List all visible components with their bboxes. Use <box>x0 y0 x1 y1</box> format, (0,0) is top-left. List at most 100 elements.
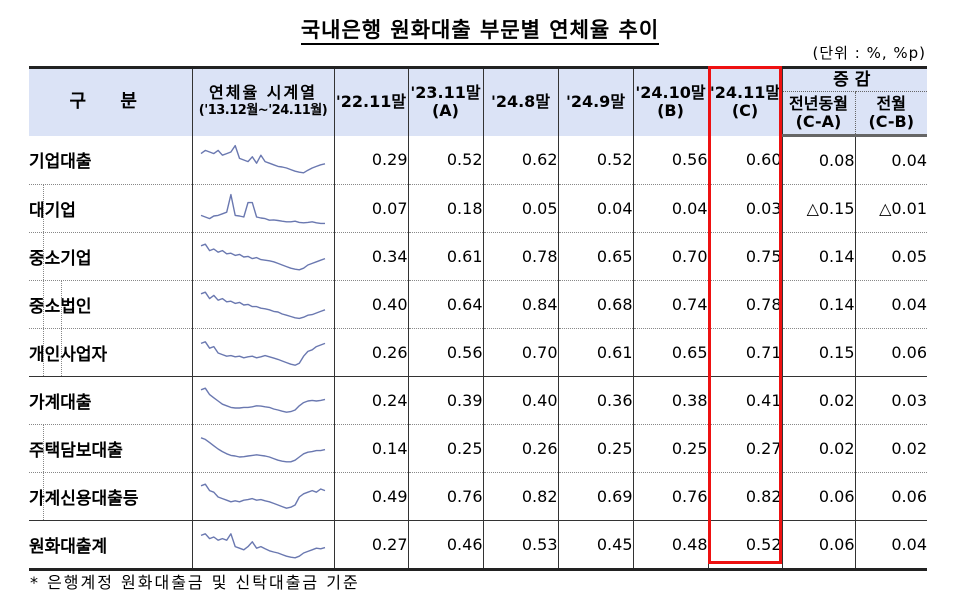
table-row: 가계신용대출등 0.49 0.76 0.82 0.69 0.76 0.82 0.06 0.06 <box>29 472 927 521</box>
header-change-group: 증감 <box>781 66 927 92</box>
header-sparkline-main: 연체율 시계열 <box>209 83 317 103</box>
value-cell: 0.75 <box>707 232 782 281</box>
header-col-3: '24.9말 <box>557 66 633 136</box>
unit-note: (단위 : %, %p) <box>812 44 926 62</box>
value-cell: 0.39 <box>407 376 483 425</box>
value-cell: 0.78 <box>482 232 558 281</box>
row-label-text: 중소법인 <box>29 297 92 317</box>
value-cell: 0.71 <box>707 328 782 377</box>
value-cell: 0.18 <box>407 184 483 233</box>
indent-guide <box>43 329 44 376</box>
header-col-1: '23.11말 (A) <box>407 66 483 136</box>
sparkline-cell <box>191 280 334 329</box>
yoy-change-cell: 0.06 <box>781 520 855 571</box>
value-cell: 0.52 <box>407 135 483 185</box>
row-label-text: 개인사업자 <box>29 345 108 365</box>
header-col-3-l1: '24.9말 <box>565 92 626 112</box>
mom-change-cell: 0.03 <box>854 376 927 425</box>
sparkline-cell <box>191 328 334 377</box>
value-cell: 0.27 <box>333 520 408 571</box>
value-cell: 0.84 <box>482 280 558 329</box>
value-cell: 0.41 <box>707 376 782 425</box>
sparkline-chart <box>200 144 326 174</box>
value-cell: 0.76 <box>632 472 708 521</box>
page-title: 국내은행 원화대출 부문별 연체율 추이 <box>0 14 960 45</box>
mom-change-cell: 0.02 <box>854 424 927 473</box>
value-cell: 0.38 <box>632 376 708 425</box>
value-cell: 0.52 <box>707 520 782 571</box>
value-cell: 0.07 <box>333 184 408 233</box>
value-cell: 0.74 <box>632 280 708 329</box>
header-col-2-l1: '24.8말 <box>490 92 551 112</box>
header-col-5-l2: (C) <box>731 101 759 121</box>
row-label: 중소법인 <box>29 280 192 329</box>
row-label-text: 주택담보대출 <box>29 441 123 461</box>
sparkline-chart <box>200 386 326 413</box>
value-cell: 0.56 <box>632 135 708 185</box>
table-row: 대기업 0.07 0.18 0.05 0.04 0.04 0.03 △0.15 △0.01 <box>29 184 927 233</box>
sparkline-chart <box>200 436 326 462</box>
mom-change-cell: 0.06 <box>854 472 927 521</box>
value-cell: 0.76 <box>407 472 483 521</box>
footnote: * 은행계정 원화대출금 및 신탁대출금 기준 <box>30 573 360 592</box>
yoy-change-cell: 0.02 <box>781 424 855 473</box>
value-cell: 0.70 <box>632 232 708 281</box>
mom-change-cell: 0.04 <box>854 280 927 329</box>
value-cell: 0.36 <box>557 376 633 425</box>
header-col-4: '24.10말 (B) <box>632 66 708 136</box>
value-cell: 0.69 <box>557 472 633 521</box>
header-col-4-l2: (B) <box>657 101 684 121</box>
value-cell: 0.25 <box>557 424 633 473</box>
mom-change-cell: 0.05 <box>854 232 927 281</box>
value-cell: 0.62 <box>482 135 558 185</box>
yoy-change-cell: 0.14 <box>781 232 855 281</box>
row-label-text: 원화대출계 <box>29 537 108 557</box>
row-label: 원화대출계 <box>29 520 192 571</box>
value-cell: 0.34 <box>333 232 408 281</box>
value-cell: 0.40 <box>333 280 408 329</box>
value-cell: 0.46 <box>407 520 483 571</box>
value-cell: 0.52 <box>557 135 633 185</box>
header-change-mom: 전월 (C-B) <box>854 91 927 137</box>
value-cell: 0.05 <box>482 184 558 233</box>
row-label: 기업대출 <box>29 136 192 185</box>
row-label: 주택담보대출 <box>29 424 192 473</box>
header-col-0-l1: '22.11말 <box>335 92 407 112</box>
value-cell: 0.48 <box>632 520 708 571</box>
mom-change-cell: △0.01 <box>854 184 927 233</box>
value-cell: 0.60 <box>707 135 782 185</box>
value-cell: 0.26 <box>482 424 558 473</box>
value-cell: 0.65 <box>557 232 633 281</box>
value-cell: 0.82 <box>707 472 782 521</box>
header-col-0: '22.11말 <box>333 66 408 136</box>
mom-change-cell: 0.04 <box>854 520 927 571</box>
value-cell: 0.04 <box>557 184 633 233</box>
header-col-4-l1: '24.10말 <box>635 83 706 103</box>
indent-guide <box>43 185 44 232</box>
row-label-text: 기업대출 <box>29 152 92 173</box>
table-row: 기업대출 0.29 0.52 0.62 0.52 0.56 0.60 0.08 0.04 <box>29 135 927 185</box>
sparkline-cell <box>191 184 334 233</box>
sparkline-chart <box>200 193 325 224</box>
mom-change-cell: 0.04 <box>854 135 927 185</box>
indent-guide <box>43 233 44 280</box>
header-sparkline: 연체율 시계열 ('13.12월~'24.11월) <box>191 66 334 136</box>
value-cell: 0.56 <box>407 328 483 377</box>
header-change-yoy-l2: (C-A) <box>795 112 842 131</box>
page-title-text: 국내은행 원화대출 부문별 연체율 추이 <box>300 18 660 45</box>
value-cell: 0.03 <box>707 184 782 233</box>
value-cell: 0.04 <box>632 184 708 233</box>
value-cell: 0.27 <box>707 424 782 473</box>
sparkline-chart <box>200 290 326 319</box>
indent-guide <box>43 281 44 328</box>
row-label: 가계신용대출등 <box>29 472 192 521</box>
value-cell: 0.25 <box>632 424 708 473</box>
value-cell: 0.53 <box>482 520 558 571</box>
value-cell: 0.82 <box>482 472 558 521</box>
mom-change-cell: 0.06 <box>854 328 927 377</box>
value-cell: 0.14 <box>333 424 408 473</box>
sparkline-cell <box>191 232 334 281</box>
yoy-change-cell: 0.14 <box>781 280 855 329</box>
value-cell: 0.61 <box>407 232 483 281</box>
indent-guide <box>61 281 62 328</box>
